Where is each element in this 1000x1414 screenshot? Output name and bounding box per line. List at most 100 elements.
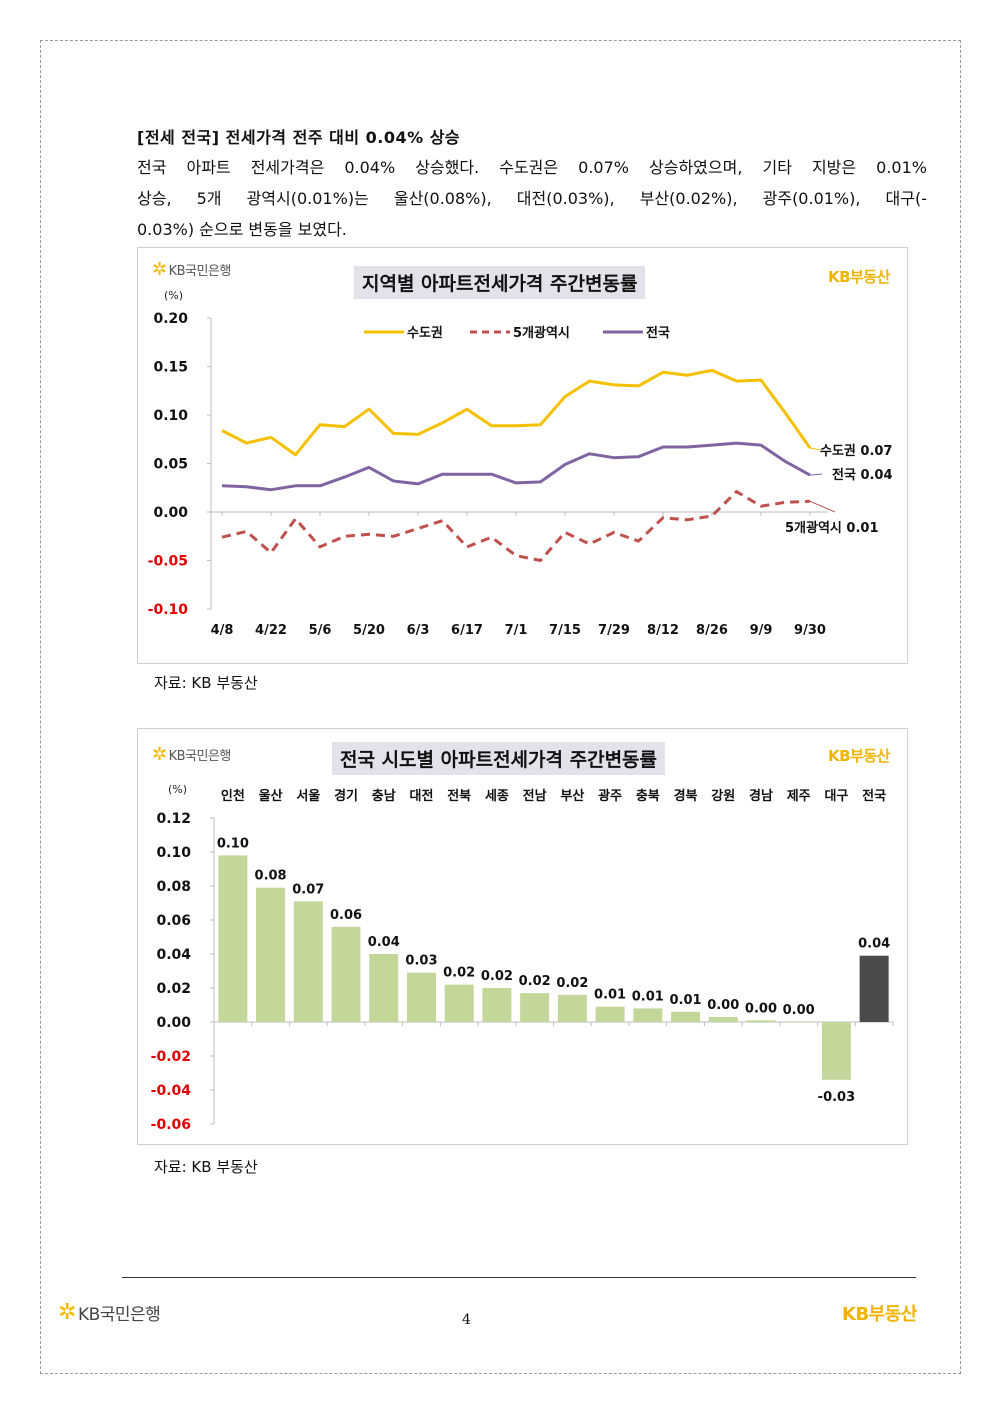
y-tick-label: 0.08: [156, 879, 191, 895]
data-label: 0.08: [255, 869, 287, 884]
y-tick-label: 0.00: [153, 505, 188, 521]
y-tick-label: 0.12: [156, 811, 191, 827]
bar-chart-source: 자료: KB 부동산: [154, 1158, 258, 1176]
section-heading: [전세 전국] 전세가격 전주 대비 0.04% 상승: [137, 128, 461, 147]
x-tick-label: 9/30: [794, 623, 826, 638]
x-tick-label: 5/20: [353, 623, 385, 638]
category-label: 전남: [523, 788, 547, 804]
category-label: 전국: [862, 788, 886, 804]
x-tick-label: 4/22: [255, 623, 287, 638]
y-unit-label: (%): [164, 289, 183, 302]
y-tick-label: 0.15: [153, 360, 188, 376]
bar-전남: [520, 993, 550, 1022]
bar-울산: [256, 887, 286, 1022]
data-label: 0.06: [330, 908, 362, 923]
data-label: 0.02: [519, 974, 551, 989]
end-label: 수도권 0.07: [820, 444, 892, 459]
data-label: 0.07: [292, 882, 324, 897]
y-tick-label: -0.06: [151, 1117, 191, 1133]
series-line-수도권: [221, 368, 812, 457]
kb-star-icon: ✲: [152, 743, 167, 765]
end-label-leader: [809, 500, 836, 513]
data-label: 0.01: [632, 989, 664, 1004]
y-tick-label: 0.20: [153, 311, 188, 327]
bar-chart-panel: ✲ KB국민은행 KB부동산 전국 시도별 아파트전세가격 주간변동률 (%) 0.…: [137, 728, 908, 1145]
y-unit-label: (%): [168, 783, 187, 796]
paragraph-line: 상승, 5개 광역시(0.01%)는 울산(0.08%), 대전(0.03%),…: [137, 189, 927, 208]
bar-부산: [557, 994, 587, 1022]
x-tick-label: 8/12: [647, 623, 679, 638]
kb-land-logo: KB부동산: [828, 747, 890, 765]
category-label: 제주: [787, 789, 811, 804]
data-label: 0.01: [669, 993, 701, 1008]
x-tick-label: 7/15: [549, 623, 581, 638]
bar-경기: [331, 926, 361, 1022]
x-tick-label: 8/26: [696, 623, 728, 638]
x-tick-label: 5/6: [309, 623, 332, 638]
data-label: 0.10: [217, 836, 249, 851]
y-tick-label: 0.04: [156, 947, 191, 963]
series-line-5개광역시: [221, 490, 811, 562]
line-chart-source: 자료: KB 부동산: [154, 674, 258, 692]
line-chart-svg: (%) 0.20 0.15 0.10 0.05 0.00 -0.05 -0.10 4/8 4/22…: [148, 289, 893, 638]
x-tick-label: 4/8: [211, 623, 234, 638]
x-tick-label: 6/3: [407, 623, 430, 638]
x-tick-label: 6/17: [451, 623, 483, 638]
bar-광주: [595, 1006, 625, 1022]
y-tick-label: -0.02: [151, 1049, 191, 1065]
bar-전북: [444, 984, 474, 1022]
category-label: 충북: [636, 788, 660, 804]
data-label: 0.02: [556, 976, 588, 991]
category-label: 전북: [447, 788, 471, 804]
end-label: 5개광역시 0.01: [785, 520, 879, 536]
line-chart-panel: ✲ KB국민은행 KB부동산 지역별 아파트전세가격 주간변동률 (%) 0.20 0…: [137, 247, 908, 664]
y-tick-label: 0.05: [153, 457, 188, 473]
paragraph-line: 전국 아파트 전세가격은 0.04% 상승했다. 수도권은 0.07% 상승하였…: [137, 158, 927, 177]
paragraph-line: 0.03%) 순으로 변동을 보였다.: [137, 220, 347, 239]
data-label: 0.00: [745, 1001, 777, 1016]
data-label: 0.04: [858, 937, 890, 952]
y-tick-label: 0.00: [156, 1015, 191, 1031]
category-label: 부산: [560, 788, 584, 804]
summary-paragraph: 전국 아파트 전세가격은 0.04% 상승했다. 수도권은 0.07% 상승하였…: [137, 152, 927, 245]
y-tick-label: 0.06: [156, 913, 191, 929]
kb-land-logo: KB부동산: [828, 268, 890, 286]
bar-인천: [218, 855, 248, 1022]
end-label: 전국 0.04: [832, 467, 893, 483]
category-label: 경남: [749, 788, 773, 804]
category-label: 대전: [410, 788, 434, 804]
y-tick-label: -0.10: [148, 602, 189, 618]
series-line-전국: [221, 441, 811, 492]
bar-chart-title: 전국 시도별 아파트전세가격 주간변동률: [332, 742, 666, 775]
category-label: 울산: [259, 788, 283, 804]
data-label: 0.01: [594, 988, 626, 1003]
category-label: 경북: [674, 788, 698, 804]
legend-label: 5개광역시: [513, 325, 570, 341]
data-label: 0.00: [707, 998, 739, 1013]
bar-충북: [633, 1008, 663, 1022]
footer-kb-bank-logo: ✲ KB국민은행: [58, 1299, 161, 1325]
footer-kb-land-logo: KB부동산: [842, 1304, 917, 1325]
category-label: 대구: [824, 789, 848, 804]
bar-충남: [369, 954, 399, 1022]
bar-경남: [746, 1020, 776, 1022]
bar-전국: [859, 955, 889, 1022]
data-label: -0.03: [818, 1090, 855, 1105]
kb-bank-logo: ✲ KB국민은행: [152, 743, 231, 765]
bar-chart-svg: (%) 0.12 0.10 0.08 0.06 0.04 0.02 0.00 -0.02 -0.0…: [151, 783, 894, 1133]
bar-경북: [671, 1011, 701, 1022]
page-border: [40, 40, 961, 1374]
bar-세종: [482, 988, 512, 1022]
legend-label: 수도권: [407, 326, 443, 341]
y-tick-label: -0.04: [151, 1083, 192, 1099]
x-tick-label: 7/1: [505, 623, 528, 638]
y-tick-label: 0.02: [156, 981, 191, 997]
data-label: 0.04: [368, 935, 400, 950]
kb-star-icon: ✲: [152, 258, 167, 280]
category-label: 경기: [334, 788, 358, 804]
category-label: 인천: [221, 788, 245, 804]
footer-divider: [122, 1277, 916, 1278]
category-label: 강원: [711, 788, 735, 804]
end-label-leader: [809, 447, 821, 451]
data-label: 0.00: [783, 1003, 815, 1018]
